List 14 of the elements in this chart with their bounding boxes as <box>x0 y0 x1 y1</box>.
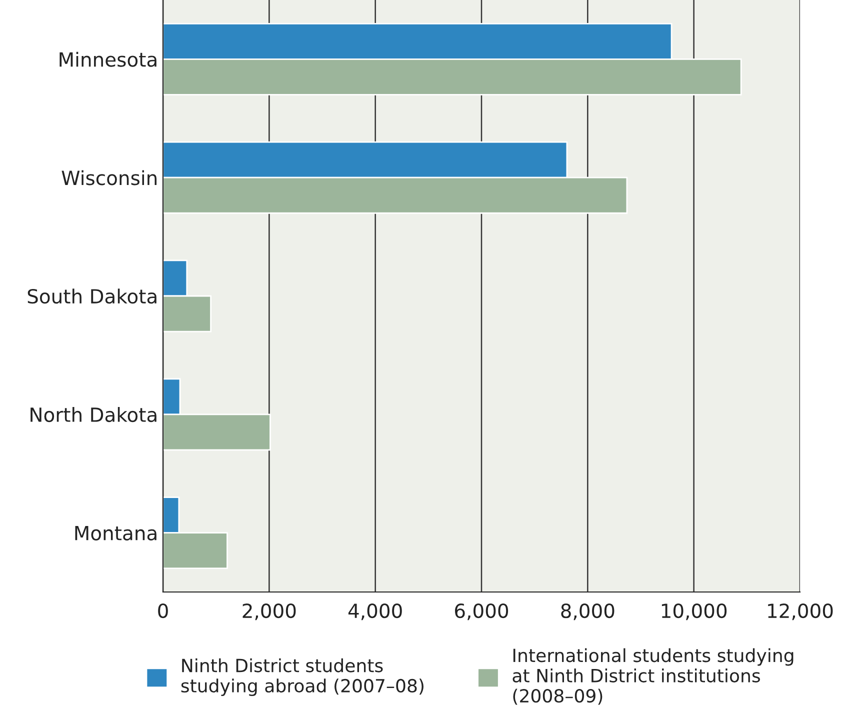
x-tick-label: 6,000 <box>455 603 508 620</box>
x-tick-label: 10,000 <box>662 603 727 620</box>
legend-label: International students studying at Ninth District institutions (2008–09) <box>512 648 794 705</box>
y-tick-label: North Dakota <box>30 407 156 422</box>
x-tick-label: 4,000 <box>348 603 402 620</box>
y-tick-label: Wisconsin <box>62 170 156 186</box>
legend-label: Ninth District students studying abroad (2007–08) <box>181 658 424 696</box>
y-tick-label: South Dakota <box>28 288 156 304</box>
y-tick-label: Minnesota <box>60 52 156 67</box>
x-tick-label: 12,000 <box>768 603 833 620</box>
x-tick-label: 8,000 <box>561 603 614 620</box>
x-tick-label: 2,000 <box>242 603 296 620</box>
y-tick-label: Montana <box>75 526 156 540</box>
x-tick-label: 0 <box>158 603 168 618</box>
